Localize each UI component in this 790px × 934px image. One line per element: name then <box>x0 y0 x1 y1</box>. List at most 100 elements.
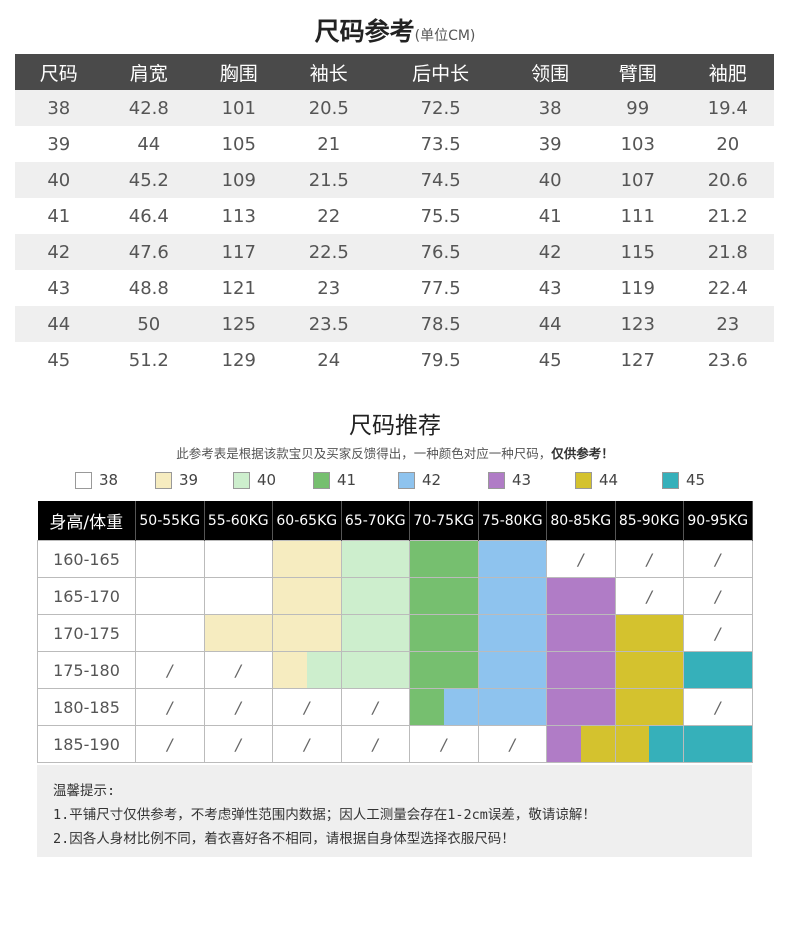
size-table-cell: 44 <box>15 306 103 342</box>
size-fill-right <box>580 726 615 762</box>
not-applicable-cell: / <box>135 688 205 726</box>
legend-item: 41 <box>313 469 356 491</box>
not-applicable-mark: / <box>372 697 378 717</box>
size-table-cell: 45 <box>47 349 71 371</box>
size-table-cell: 21.2 <box>707 205 748 227</box>
size-table-cell: 109 <box>194 162 283 198</box>
size-table-cell: 99 <box>593 90 682 126</box>
size-table-cell: 119 <box>620 277 655 299</box>
size-reference-unit: (单位CM) <box>414 28 476 44</box>
size-column-header: 胸围 <box>194 54 283 90</box>
legend-swatch <box>488 471 505 489</box>
size-table-cell: 22.5 <box>282 234 375 270</box>
size-column-header: 尺码 <box>15 54 103 90</box>
legend-label: 41 <box>337 471 357 489</box>
size-table-cell: 22.4 <box>707 277 748 299</box>
legend-item: 38 <box>75 469 118 491</box>
split-size-cell <box>614 725 684 763</box>
height-range-label: 170-175 <box>37 614 136 652</box>
size-reference-table: 尺码 肩宽 胸围 袖长 后中长 领围 臂围 袖肥 38 42.8 101 20.5 72.5 38 99 1… <box>15 54 774 378</box>
subtitle-emphasis: 仅供参考！ <box>551 446 614 461</box>
size-fill-cell <box>272 614 342 652</box>
size-table-row: 42 47.6 117 22.5 76.5 42 115 21.8 <box>15 234 774 270</box>
size-table-cell: 44 <box>506 306 594 342</box>
size-table-cell: 38 <box>506 90 594 126</box>
not-applicable-cell: / <box>203 651 273 689</box>
not-applicable-mark: / <box>167 697 173 717</box>
not-applicable-cell: / <box>683 577 753 615</box>
size-table-cell: 79.5 <box>420 349 461 371</box>
size-color-legend: 38 39 40 41 42 43 44 45 <box>75 469 765 491</box>
size-fill-cell <box>546 577 616 615</box>
size-table-cell: 107 <box>593 162 682 198</box>
not-applicable-cell: / <box>477 725 547 763</box>
size-table-cell: 105 <box>221 133 256 155</box>
not-applicable-cell: / <box>409 725 479 763</box>
not-applicable-cell: / <box>135 725 205 763</box>
weight-range-header: 50-55KG <box>135 501 205 541</box>
weight-range-header: 80-85KG <box>546 501 616 541</box>
size-table-cell: 78.5 <box>374 306 507 342</box>
weight-range-header: 55-60KG <box>204 501 273 541</box>
size-table-cell: 21 <box>317 133 341 155</box>
size-table-cell: 50 <box>102 306 195 342</box>
size-table-cell: 113 <box>221 205 256 227</box>
height-range-label: 160-165 <box>37 540 136 578</box>
weight-range-header: 85-90KG <box>615 501 684 541</box>
size-table-cell: 23.6 <box>707 349 748 371</box>
size-table-cell: 23.5 <box>282 306 375 342</box>
size-fill-cell <box>683 651 753 689</box>
size-recommend-table: 身高/体重 50-55KG 55-60KG 60-65KG 65-70KG 70-75KG… <box>37 501 753 763</box>
not-applicable-mark: / <box>715 586 721 606</box>
legend-swatch <box>575 471 592 489</box>
legend-item: 43 <box>488 469 531 491</box>
legend-swatch <box>155 471 172 489</box>
size-table-cell: 115 <box>593 234 682 270</box>
size-table-row: 41 46.4 113 22 75.5 41 111 21.2 <box>15 198 774 234</box>
size-table-cell: 43 <box>47 277 71 299</box>
not-applicable-cell: / <box>340 688 410 726</box>
not-applicable-mark: / <box>235 697 241 717</box>
size-table-cell: 41 <box>47 205 71 227</box>
height-weight-corner-header: 身高/体重 <box>37 501 136 541</box>
tips-box: 温馨提示: 1.平铺尺寸仅供参考，不考虑弹性范围内数据；因人工测量会存在1-2c… <box>37 765 752 857</box>
size-fill-cell <box>135 540 205 578</box>
legend-label: 39 <box>179 471 199 489</box>
size-table-cell: 123 <box>593 306 682 342</box>
size-table-cell: 42.8 <box>102 90 195 126</box>
size-table-row: 38 42.8 101 20.5 72.5 38 99 19.4 <box>15 90 774 126</box>
size-fill-cell <box>340 614 410 652</box>
legend-label: 42 <box>422 471 442 489</box>
legend-label: 38 <box>99 471 119 489</box>
size-table-cell: 20.5 <box>282 90 375 126</box>
size-table-cell: 39 <box>538 133 562 155</box>
size-fill-cell <box>409 614 479 652</box>
size-table-row: 44 50 125 23.5 78.5 44 123 23 <box>15 306 774 342</box>
size-column-header: 袖肥 <box>681 54 774 90</box>
size-table-cell: 111 <box>620 205 655 227</box>
size-table-cell: 72.5 <box>374 90 507 126</box>
not-applicable-mark: / <box>235 660 241 680</box>
size-table-cell: 121 <box>221 277 256 299</box>
size-recommend-subtitle: 此参考表是根据该款宝贝及买家反馈得出，一种颜色对应一种尺码，仅供参考！ <box>0 443 790 462</box>
legend-item: 42 <box>398 469 441 491</box>
size-fill-cell <box>546 614 616 652</box>
size-table-cell: 76.5 <box>374 234 507 270</box>
size-table-header-row: 尺码 肩宽 胸围 袖长 后中长 领围 臂围 袖肥 <box>15 54 774 90</box>
size-reference-title: 尺码参考 <box>314 17 415 46</box>
not-applicable-cell: / <box>135 651 205 689</box>
recommend-row: 180-185 / / / / / <box>37 688 753 726</box>
size-fill-cell <box>614 688 684 726</box>
size-column-header: 臂围 <box>593 54 682 90</box>
size-fill-cell <box>135 614 205 652</box>
not-applicable-mark: / <box>167 734 173 754</box>
recommend-header-row: 身高/体重 50-55KG 55-60KG 60-65KG 65-70KG 70-75KG… <box>37 501 753 541</box>
size-table-cell: 117 <box>194 234 283 270</box>
size-column-header: 袖长 <box>282 54 375 90</box>
size-table-cell: 43 <box>538 277 562 299</box>
size-column-header: 肩宽 <box>102 54 195 90</box>
legend-item: 44 <box>575 469 618 491</box>
not-applicable-mark: / <box>304 697 310 717</box>
size-recommend-title: 尺码推荐 <box>349 413 441 439</box>
not-applicable-mark: / <box>235 734 241 754</box>
